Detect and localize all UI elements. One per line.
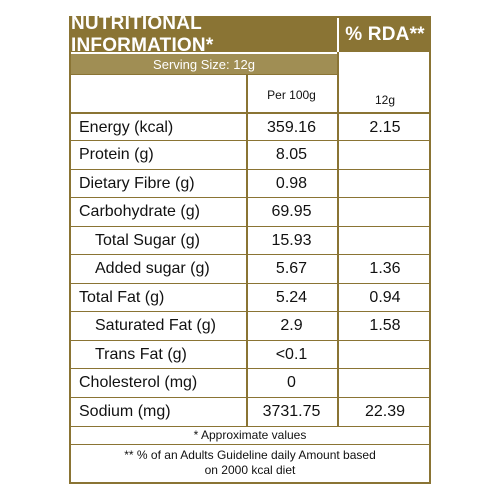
row-rule <box>71 397 431 398</box>
row-rda <box>339 369 431 397</box>
row-rule <box>71 140 431 141</box>
header-divider <box>337 18 339 52</box>
row-label: Protein (g) <box>79 146 154 163</box>
row-label: Saturated Fat (g) <box>95 317 216 334</box>
rda-title: % RDA** <box>339 18 431 52</box>
row-label: Dietary Fibre (g) <box>79 174 195 192</box>
row-value: 8.05 <box>275 146 308 163</box>
nutrition-panel: NUTRITIONAL INFORMATION* % RDA** Serving… <box>69 13 431 484</box>
rda-serving-header: 12g <box>374 93 396 107</box>
row-rda <box>339 170 431 197</box>
row-rda: 2.15 <box>369 118 401 136</box>
row-value: 0 <box>287 374 296 391</box>
panel-title: NUTRITIONAL INFORMATION* <box>71 13 337 56</box>
row-label: Cholesterol (mg) <box>79 374 198 391</box>
row-label: Energy (kcal) <box>79 118 174 136</box>
row-rule <box>71 226 431 227</box>
row-label: Total Sugar (g) <box>95 231 200 249</box>
divider-vertical-2 <box>337 52 339 426</box>
row-value: 3731.75 <box>262 403 321 420</box>
row-rda <box>339 341 431 368</box>
row-rule <box>71 340 431 341</box>
per-100g-header: Per 100g <box>267 88 316 102</box>
row-value: 0.98 <box>275 174 308 192</box>
footnote-approx: * Approximate values <box>193 428 307 442</box>
row-rda: 0.94 <box>369 288 401 306</box>
row-value: 15.93 <box>271 231 312 249</box>
divider-serving <box>71 74 337 75</box>
row-rda <box>339 198 431 226</box>
row-value: 5.67 <box>275 260 308 277</box>
row-rda: 1.36 <box>369 260 401 277</box>
row-value: 5.24 <box>275 288 308 306</box>
row-rda: 1.58 <box>369 317 401 334</box>
row-rda: 22.39 <box>364 403 406 420</box>
row-label: Trans Fat (g) <box>95 345 187 363</box>
serving-size: Serving Size: 12g <box>71 54 337 74</box>
row-rule <box>71 169 431 170</box>
row-rule <box>71 368 431 369</box>
row-label: Carbohydrate (g) <box>79 203 200 220</box>
row-rule <box>71 283 431 284</box>
row-label: Total Fat (g) <box>79 288 165 306</box>
row-rule <box>71 197 431 198</box>
row-rule <box>71 254 431 255</box>
row-rda <box>339 141 431 169</box>
row-value: 2.9 <box>280 317 303 334</box>
row-value: 359.16 <box>267 118 316 136</box>
footnote-rda-line1: ** % of an Adults Guideline daily Amount… <box>124 448 376 462</box>
footnote-rda-line2: on 2000 kcal diet <box>204 463 296 477</box>
divider-header <box>71 112 431 114</box>
row-label: Sodium (mg) <box>79 403 171 420</box>
row-rule <box>71 426 431 427</box>
row-rda <box>339 227 431 254</box>
divider-vertical-1 <box>246 75 248 426</box>
row-value: 69.95 <box>271 203 312 220</box>
row-rule <box>71 444 431 445</box>
row-label: Added sugar (g) <box>95 260 210 277</box>
row-rule <box>71 311 431 312</box>
row-value: <0.1 <box>275 345 308 363</box>
